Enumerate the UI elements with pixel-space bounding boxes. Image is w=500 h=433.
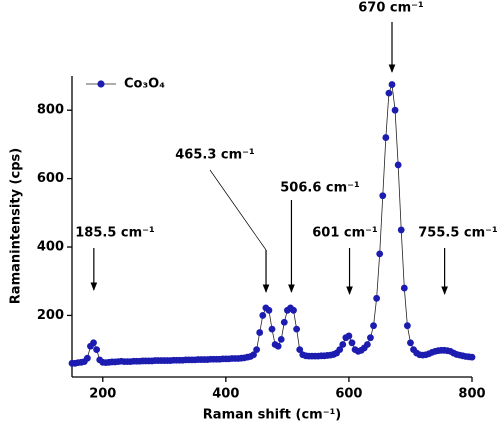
x-tick-label: 400: [212, 387, 239, 402]
data-point: [274, 342, 282, 350]
data-point: [339, 341, 347, 348]
data-point: [403, 322, 411, 330]
y-tick-label: 400: [37, 240, 64, 255]
data-point: [373, 294, 381, 302]
legend-marker: [97, 80, 105, 88]
data-point: [93, 346, 101, 354]
data-point: [379, 192, 387, 200]
data-point: [296, 346, 304, 354]
data-point: [256, 329, 264, 336]
data-point: [363, 341, 371, 348]
data-point: [265, 306, 273, 314]
annotation-label: 506.6 cm⁻¹: [280, 181, 359, 196]
data-point: [397, 226, 405, 234]
y-tick-label: 800: [37, 103, 64, 118]
data-point: [290, 306, 297, 314]
annotation-label: 755.5 cm⁻¹: [418, 226, 497, 241]
x-axis-label: Raman shift (cm⁻¹): [203, 408, 341, 423]
data-point: [394, 161, 402, 169]
data-point: [367, 334, 374, 342]
data-point: [400, 284, 408, 292]
x-tick-label: 200: [89, 387, 116, 402]
data-point: [83, 354, 91, 362]
y-tick-label: 200: [37, 308, 64, 323]
series-line: [72, 84, 473, 364]
annotation-label: 670 cm⁻¹: [358, 1, 423, 16]
data-point: [345, 332, 353, 340]
data-point: [348, 339, 356, 347]
data-point: [370, 322, 377, 330]
data-point: [253, 346, 261, 354]
y-tick-label: 600: [37, 171, 64, 186]
data-point: [407, 339, 414, 347]
annotation-label: 185.5 cm⁻¹: [75, 226, 154, 241]
data-point: [280, 318, 288, 326]
data-point: [382, 134, 390, 141]
data-point: [277, 335, 285, 343]
data-point: [90, 339, 97, 347]
data-point: [293, 325, 301, 333]
data-point: [385, 89, 393, 97]
data-point: [259, 312, 267, 319]
legend-label: Co₃O₄: [124, 77, 165, 92]
y-axis-label: Ramanintensity (cps): [9, 148, 24, 304]
data-point: [391, 106, 399, 114]
data-point: [336, 346, 344, 354]
data-point: [268, 325, 276, 333]
x-tick-label: 800: [458, 387, 485, 402]
annotation-label: 465.3 cm⁻¹: [175, 148, 254, 163]
x-tick-label: 600: [335, 387, 362, 402]
annotation-label: 601 cm⁻¹: [312, 226, 377, 241]
data-point: [250, 351, 257, 359]
data-point: [468, 353, 476, 361]
data-point: [388, 81, 396, 88]
data-point: [376, 250, 384, 258]
annotation-leader: [209, 169, 267, 251]
